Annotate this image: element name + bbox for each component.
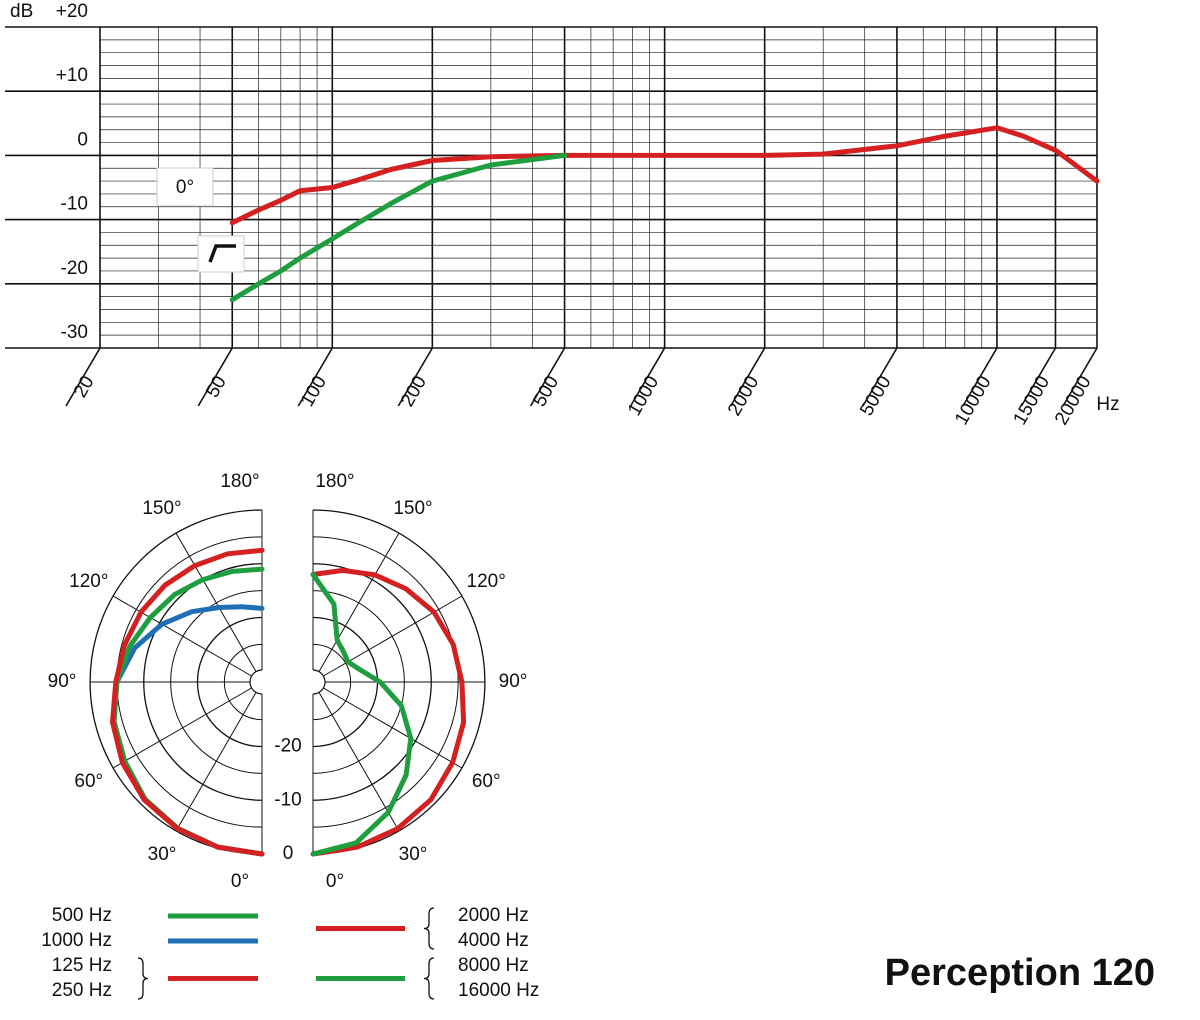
spoke (318, 692, 400, 832)
x-tick (729, 347, 766, 407)
legend-label: 8000 Hz (458, 955, 529, 976)
frequency-response-chart: +20 +10 0 -10 -20 -30 20 50 100 200 500 1000 2000 500… (5, 1, 1120, 429)
spoke (175, 532, 257, 672)
y-tick-label: -20 (61, 258, 88, 279)
x-tick (65, 347, 101, 407)
legend-brace (137, 957, 149, 1000)
x-tick (529, 347, 566, 407)
angle-label: 0° (326, 871, 344, 892)
angle-label: 30° (399, 844, 428, 865)
legend-label: 1000 Hz (41, 930, 112, 951)
spoke (318, 532, 400, 672)
x-tick-label: 100 (297, 373, 331, 411)
angle-label: 120° (69, 571, 108, 592)
x-tick (1062, 347, 1098, 407)
angle-label: 150° (393, 498, 432, 519)
spoke (175, 692, 257, 832)
y-tick-label: +20 (56, 1, 88, 22)
angle-label: 0° (231, 871, 249, 892)
angle-label: 120° (467, 571, 506, 592)
legend: 500 Hz 1000 Hz 125 Hz 250 Hz 2000 Hz 4000 Hz 8… (41, 905, 539, 1001)
legend-label: 16000 Hz (458, 980, 539, 1001)
x-tick-label: 20000 (1051, 373, 1096, 429)
angle-label: 180° (220, 471, 259, 492)
polar-line (310, 567, 467, 857)
x-tick (1020, 347, 1057, 407)
center-hole (312, 669, 326, 695)
annotation: 0° (176, 177, 194, 198)
polar-chart: 0° 30° 60° 90° 120° 150° 180° 0° 30° 60° 90° 120° 15… (48, 471, 528, 892)
legend-label: 2000 Hz (458, 905, 529, 926)
x-tick-label: 200 (397, 373, 431, 411)
angle-label: 90° (499, 671, 528, 692)
x-axis-label: Hz (1096, 394, 1119, 415)
center-hole (249, 669, 263, 695)
annotation-box (156, 167, 214, 207)
angle-label: 150° (142, 498, 181, 519)
angle-label: 180° (315, 471, 354, 492)
x-tick (397, 347, 434, 407)
x-tick-label: 50 (202, 373, 231, 402)
low-cut-icon-box (197, 235, 245, 273)
x-tick-label: 10000 (951, 373, 996, 429)
y-tick-label: 0 (77, 129, 88, 150)
x-tick (862, 347, 898, 407)
legend-label: 500 Hz (52, 905, 112, 926)
product-name: Perception 120 (885, 952, 1155, 994)
x-tick (629, 347, 666, 407)
y-tick-label: -30 (61, 322, 88, 343)
r-tick-label: -20 (274, 736, 301, 757)
polar-line (310, 572, 414, 857)
spoke (112, 687, 252, 769)
x-tick (297, 347, 333, 407)
legend-label: 125 Hz (52, 955, 112, 976)
legend-label: 250 Hz (52, 980, 112, 1001)
x-tick-label: 2000 (724, 373, 763, 420)
response-line (229, 152, 568, 303)
polar-line (110, 547, 265, 857)
legend-brace (423, 957, 435, 1000)
x-tick-label: 15000 (1010, 373, 1055, 429)
angle-label: 90° (48, 671, 77, 692)
spoke (323, 687, 463, 769)
spoke (112, 595, 252, 677)
r-tick-label: -10 (274, 789, 301, 810)
y-tick-label: +10 (56, 65, 88, 86)
low-cut-icon (208, 244, 236, 263)
angle-label: 60° (472, 771, 501, 792)
y-axis-label: dB (10, 1, 33, 22)
x-tick-label: 20 (70, 373, 99, 402)
y-tick-label: -10 (61, 194, 88, 215)
x-tick (197, 347, 233, 407)
spoke (323, 595, 463, 677)
legend-brace (423, 907, 435, 950)
r-tick-label: 0 (283, 843, 294, 864)
x-tick (962, 347, 998, 407)
legend-label: 4000 Hz (458, 930, 529, 951)
x-tick-label: 500 (529, 373, 563, 411)
x-tick-label: 1000 (624, 373, 663, 420)
x-tick-label: 5000 (856, 373, 895, 420)
angle-label: 30° (148, 844, 177, 865)
angle-label: 60° (74, 771, 103, 792)
